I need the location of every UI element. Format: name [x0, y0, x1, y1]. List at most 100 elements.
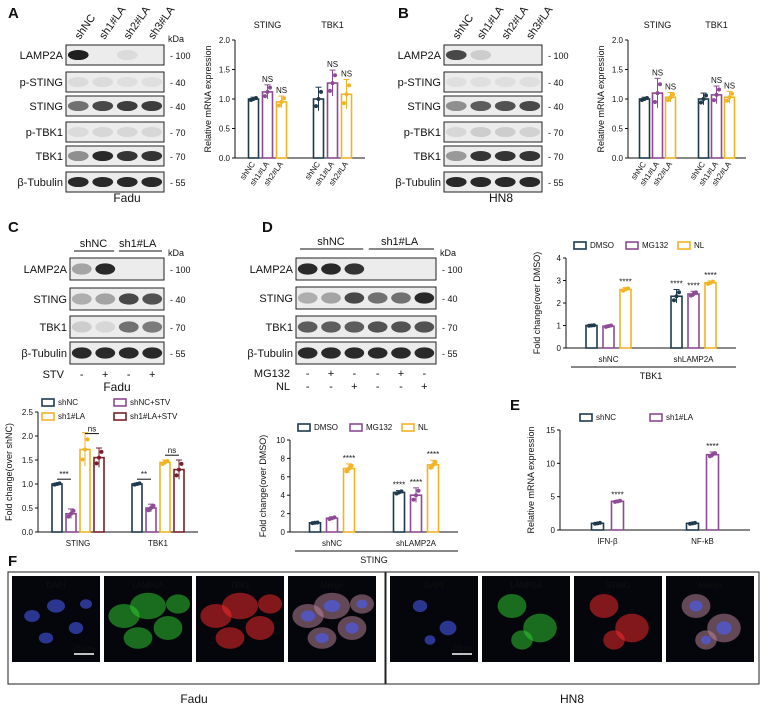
- data-point: [711, 279, 715, 284]
- band: [494, 150, 516, 162]
- data-point: [618, 498, 622, 503]
- treatment-label: MG132: [254, 368, 290, 380]
- chart-E-chart: 0 5 10 15 Relative mRNA expression **** IFN-β *…: [526, 413, 750, 546]
- fluor-frame: [7, 571, 386, 685]
- cell-signal: [80, 599, 92, 609]
- cell-signal: [123, 627, 153, 649]
- legend-label: MG132: [642, 241, 669, 250]
- y-tick-label: 0: [551, 526, 556, 535]
- scale-label: 20μm: [452, 644, 473, 653]
- band: [445, 100, 467, 112]
- data-point: [431, 462, 435, 467]
- chart-C-chart: 0.0 0.5 1.0 1.5 2.0 2.5 Fold change(over shNC)…: [4, 398, 198, 548]
- bar: [697, 98, 710, 159]
- blot-strip: [443, 71, 543, 93]
- cell-signal: [245, 616, 275, 640]
- band: [116, 126, 138, 138]
- band: [445, 150, 467, 162]
- band: [470, 176, 492, 188]
- blot-mw-label: - 55: [442, 349, 458, 359]
- data-point: [265, 89, 270, 94]
- legend-swatch: [297, 423, 311, 432]
- C-blot: [69, 257, 165, 365]
- bar: [619, 288, 632, 349]
- y-tick-label: 2.0: [219, 36, 231, 45]
- bar: [687, 293, 700, 349]
- cell-signal: [523, 613, 557, 643]
- cell-signal: [497, 594, 527, 618]
- legend-swatch: [649, 413, 663, 422]
- fluor-cell-line: Fadu: [180, 692, 207, 706]
- band: [367, 292, 388, 304]
- data-point: [165, 458, 170, 463]
- data-point: [177, 467, 181, 472]
- treatment-sign: -: [376, 368, 380, 380]
- y-tick-label: 1.5: [22, 456, 34, 465]
- band: [67, 176, 89, 188]
- treatment-sign: -: [80, 369, 84, 381]
- bar: [51, 483, 63, 533]
- treatment-sign: -: [376, 381, 380, 393]
- blot-row-label: LAMP2A: [250, 264, 294, 276]
- panel-label-E: E: [510, 397, 520, 414]
- treatment-sign: -: [352, 368, 356, 380]
- y-tick-label: 0.0: [22, 528, 34, 537]
- x-group-label: shNC: [322, 539, 342, 548]
- significance-label: ****: [410, 478, 422, 487]
- legend-label: shNC: [596, 413, 616, 422]
- treatment-sign: +: [398, 368, 404, 380]
- nucleus-signal: [716, 621, 732, 635]
- treatment-sign: +: [102, 369, 108, 381]
- treatment-sign: -: [399, 381, 403, 393]
- group-title: STING: [254, 20, 282, 30]
- legend-label: NL: [418, 423, 429, 432]
- blot-mw-label: - 70: [170, 323, 186, 333]
- blot-mw-label: - 40: [170, 295, 186, 305]
- nucleus-signal: [689, 600, 703, 612]
- data-point: [282, 96, 286, 101]
- band: [116, 76, 138, 88]
- band: [71, 347, 92, 359]
- nucleus-signal: [323, 599, 341, 613]
- band: [118, 347, 139, 359]
- significance-label: ****: [343, 454, 355, 463]
- fluor-right: [385, 571, 760, 685]
- channel-label: Merge: [321, 581, 344, 590]
- blot-row-label: STING: [29, 101, 63, 113]
- data-point: [609, 323, 613, 328]
- data-point: [725, 98, 729, 103]
- treatment-sign: +: [149, 369, 155, 381]
- legend-label: NL: [694, 241, 705, 250]
- legend-label: sh1#LA+STV: [130, 412, 178, 421]
- cell-signal: [511, 630, 533, 650]
- treatment-label: STV: [43, 369, 65, 381]
- band: [470, 126, 492, 138]
- legend-swatch: [625, 241, 639, 250]
- cell-signal: [153, 616, 183, 640]
- blot-row-label: β-Tubulin: [21, 348, 67, 360]
- band: [445, 76, 467, 88]
- cell-signal: [38, 632, 54, 644]
- legend-swatch: [573, 241, 587, 250]
- bar: [723, 96, 736, 159]
- treatment-sign: -: [422, 368, 426, 380]
- blot-mw-label: - 55: [548, 178, 564, 188]
- band: [141, 176, 163, 188]
- band: [519, 100, 541, 112]
- band: [470, 150, 492, 162]
- x-group-label: shLAMP2A: [673, 355, 714, 364]
- channel-label: Merge: [699, 581, 722, 590]
- data-point: [598, 520, 602, 525]
- band: [344, 292, 365, 304]
- band: [367, 321, 388, 333]
- data-point: [674, 294, 679, 299]
- y-axis-label: Relative mRNA expression: [596, 45, 606, 152]
- cell-signal: [424, 635, 436, 645]
- blot-row-label: β-Tubulin: [247, 348, 293, 360]
- blot-row-label: p-TBK1: [404, 127, 441, 139]
- fluor-tile: [390, 576, 478, 662]
- band: [67, 49, 89, 61]
- blot-mw-label: - 70: [548, 128, 564, 138]
- blot-mw-label: - 100: [170, 265, 191, 275]
